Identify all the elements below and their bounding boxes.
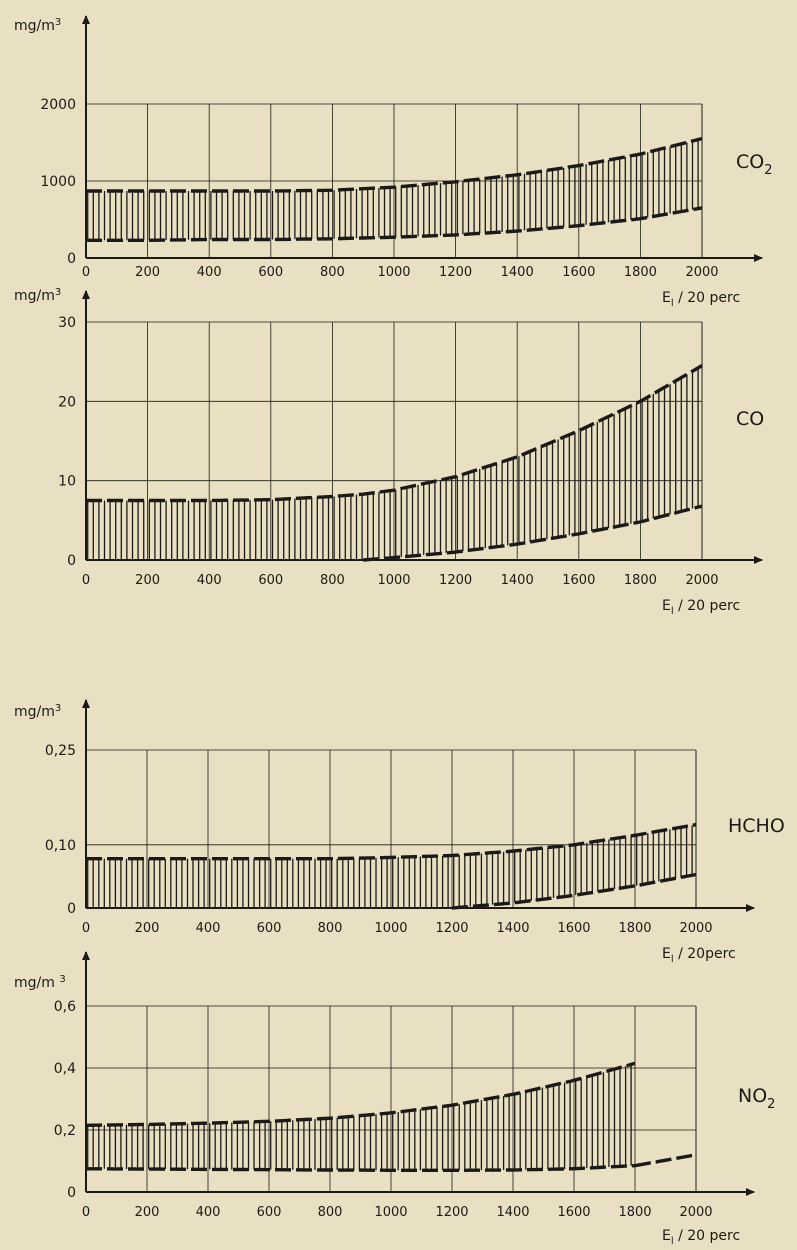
x-tick-label: 800 bbox=[320, 573, 345, 588]
x-axis-label: El / 20 perc bbox=[662, 290, 740, 309]
grid bbox=[86, 749, 697, 908]
lower-bound-curve bbox=[86, 206, 703, 242]
upper-bound-curve bbox=[86, 364, 703, 503]
y-tick-label: 0,6 bbox=[54, 999, 76, 1015]
grid bbox=[86, 103, 703, 258]
band-hatching bbox=[87, 825, 693, 908]
x-tick-label: 0 bbox=[82, 921, 90, 936]
y-tick-label: 0 bbox=[67, 901, 76, 917]
x-tick-label: 1200 bbox=[435, 921, 468, 936]
x-tick-label: 200 bbox=[135, 573, 160, 588]
x-tick-label: 1800 bbox=[624, 573, 657, 588]
x-tick-label: 1400 bbox=[501, 573, 534, 588]
x-tick-label: 200 bbox=[135, 265, 160, 280]
grid bbox=[86, 1005, 697, 1192]
upper-bound-curve bbox=[86, 136, 703, 193]
y-tick-label: 0 bbox=[67, 1185, 76, 1201]
lower-bound-curve-extension bbox=[634, 1153, 697, 1168]
x-tick-label: 1800 bbox=[618, 921, 651, 936]
x-tick-label: 800 bbox=[320, 265, 345, 280]
y-tick-label: 2000 bbox=[40, 97, 76, 113]
chart-panel-co2: 0 200 400 600 800 1000 1200 1400 1600 1800 2000 0 10… bbox=[14, 15, 773, 309]
x-axis-label: El / 20 perc bbox=[662, 598, 740, 617]
x-tick-label: 400 bbox=[196, 921, 221, 936]
y-tick-label: 0 bbox=[67, 251, 76, 267]
x-tick-label: 1600 bbox=[557, 1205, 590, 1220]
x-tick-label: 1600 bbox=[562, 265, 595, 280]
band-hatching bbox=[87, 139, 699, 241]
y-axis-label: mg/m3 bbox=[14, 17, 61, 34]
x-tick-label: 1000 bbox=[377, 265, 410, 280]
y-tick-label: 20 bbox=[58, 394, 76, 410]
x-tick-label: 1800 bbox=[618, 1205, 651, 1220]
x-tick-label: 0 bbox=[82, 265, 90, 280]
x-tick-label: 1200 bbox=[439, 573, 472, 588]
x-tick-label: 800 bbox=[318, 1205, 343, 1220]
series-label: HCHO bbox=[728, 815, 785, 837]
y-axis-label: mg/m3 bbox=[14, 287, 61, 304]
y-tick-label: 10 bbox=[58, 474, 76, 490]
series-label: CO bbox=[736, 408, 764, 430]
x-tick-label: 2000 bbox=[685, 265, 718, 280]
x-tick-label: 800 bbox=[318, 921, 343, 936]
x-tick-label: 1400 bbox=[496, 1205, 529, 1220]
y-tick-label: 1000 bbox=[40, 174, 76, 190]
y-axis-label: mg/m3 bbox=[14, 703, 61, 720]
x-tick-label: 400 bbox=[197, 573, 222, 588]
x-tick-label: 400 bbox=[197, 265, 222, 280]
x-tick-label: 1800 bbox=[624, 265, 657, 280]
x-tick-label: 1200 bbox=[439, 265, 472, 280]
x-tick-label: 2000 bbox=[685, 573, 718, 588]
chart-panel-no2: 0 200 400 600 800 1000 1200 1400 1600 1800 2000 0 0,… bbox=[14, 951, 775, 1247]
x-tick-label: 200 bbox=[135, 1205, 160, 1220]
series-label: NO2 bbox=[738, 1085, 775, 1112]
lower-bound-curve bbox=[363, 504, 703, 562]
chart-panel-hcho: 0 200 400 600 800 1000 1200 1400 1600 1800 2000 0 0,… bbox=[14, 699, 785, 965]
x-tick-label: 0 bbox=[82, 573, 90, 588]
x-tick-label: 1000 bbox=[374, 1205, 407, 1220]
x-axis-label: El / 20 perc bbox=[662, 1228, 740, 1247]
band-hatching bbox=[87, 367, 699, 560]
lower-bound-curve bbox=[86, 1164, 636, 1172]
x-tick-label: 1000 bbox=[377, 573, 410, 588]
upper-bound-curve bbox=[85, 1061, 636, 1127]
chart-panel-co: 0 200 400 600 800 1000 1200 1400 1600 1800 2000 0 10… bbox=[14, 287, 764, 617]
x-tick-label: 1600 bbox=[562, 573, 595, 588]
x-tick-label: 600 bbox=[257, 921, 282, 936]
x-tick-label: 1000 bbox=[374, 921, 407, 936]
x-tick-label: 0 bbox=[82, 1205, 90, 1220]
x-tick-label: 1400 bbox=[501, 265, 534, 280]
x-tick-label: 200 bbox=[135, 921, 160, 936]
x-tick-label: 2000 bbox=[679, 1205, 712, 1220]
upper-bound-curve bbox=[86, 822, 697, 861]
x-tick-label: 600 bbox=[258, 573, 283, 588]
x-tick-label: 2000 bbox=[679, 921, 712, 936]
y-tick-label: 0,4 bbox=[54, 1061, 76, 1077]
y-tick-label: 0 bbox=[67, 553, 76, 569]
y-tick-label: 0,25 bbox=[45, 743, 76, 759]
x-tick-label: 1400 bbox=[496, 921, 529, 936]
x-tick-label: 1200 bbox=[435, 1205, 468, 1220]
band-hatching bbox=[87, 1064, 632, 1171]
y-tick-label: 0,2 bbox=[54, 1123, 76, 1139]
y-tick-label: 30 bbox=[58, 315, 76, 331]
x-tick-label: 600 bbox=[257, 1205, 282, 1220]
x-tick-label: 600 bbox=[258, 265, 283, 280]
y-tick-label: 0,10 bbox=[45, 838, 76, 854]
x-axis-label: El / 20perc bbox=[662, 946, 736, 965]
grid bbox=[86, 321, 703, 560]
x-tick-label: 400 bbox=[196, 1205, 221, 1220]
y-axis-label: mg/m 3 bbox=[14, 974, 66, 991]
x-tick-label: 1600 bbox=[557, 921, 590, 936]
series-label: CO2 bbox=[736, 151, 773, 178]
